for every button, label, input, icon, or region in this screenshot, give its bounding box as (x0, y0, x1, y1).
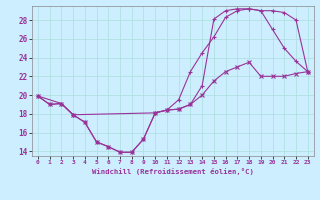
X-axis label: Windchill (Refroidissement éolien,°C): Windchill (Refroidissement éolien,°C) (92, 168, 254, 175)
